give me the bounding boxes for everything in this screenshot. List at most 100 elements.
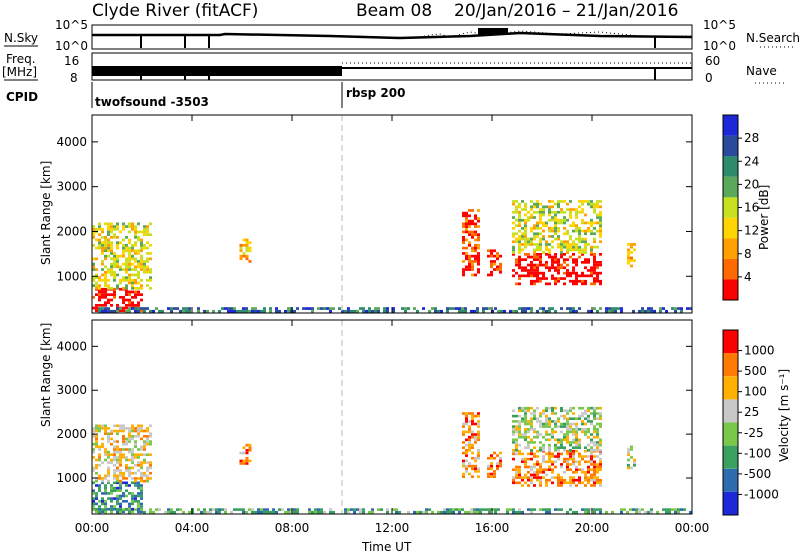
heat-cell — [575, 465, 578, 469]
heat-cell — [359, 508, 362, 511]
heat-cell — [287, 309, 290, 313]
heat-cell — [140, 279, 143, 282]
heat-cell — [578, 307, 581, 310]
heat-cell — [92, 469, 95, 472]
heat-cell — [515, 428, 518, 431]
heat-cell — [134, 497, 137, 500]
heat-cell — [92, 265, 95, 269]
heat-cell — [98, 304, 101, 307]
heat-cell — [563, 277, 566, 280]
heat-cell — [539, 263, 542, 267]
heat-cell — [95, 479, 98, 483]
heat-cell — [593, 463, 596, 466]
heat-cell — [599, 216, 602, 219]
colorbar-tick-label: 500 — [744, 364, 767, 378]
heat-cell — [305, 307, 308, 310]
heat-cell — [176, 307, 179, 310]
heat-cell — [524, 412, 527, 415]
heat-cell — [101, 230, 104, 234]
heat-cell — [374, 309, 377, 313]
heat-cell — [137, 281, 140, 285]
heat-cell — [113, 474, 116, 478]
heat-cell — [170, 508, 173, 511]
heat-cell — [551, 274, 554, 278]
heat-cell — [119, 287, 122, 291]
heat-cell — [140, 246, 143, 250]
heat-cell — [476, 510, 479, 514]
freq-dropouts — [140, 68, 656, 80]
heat-cell — [542, 476, 545, 479]
heat-cell — [477, 262, 480, 266]
heat-cell — [596, 309, 599, 313]
heat-cell — [465, 454, 468, 457]
heat-cell — [572, 463, 575, 466]
heat-cell — [104, 477, 107, 480]
heat-cell — [608, 309, 611, 313]
heat-cell — [566, 435, 569, 439]
heat-cell — [557, 417, 560, 420]
heat-cell — [176, 508, 179, 511]
heat-cell — [92, 427, 95, 430]
heat-cell — [524, 446, 527, 449]
heat-cell — [557, 481, 560, 485]
heat-cell — [542, 271, 545, 275]
heat-cell — [581, 251, 584, 254]
heat-cell — [125, 484, 128, 487]
heat-cell — [593, 465, 596, 469]
heat-cell — [578, 232, 581, 236]
heat-cell — [572, 243, 575, 246]
heat-cell — [248, 309, 251, 313]
heat-cell — [551, 227, 554, 230]
heat-cell — [149, 461, 152, 464]
heat-cell — [329, 309, 332, 313]
heat-cell — [497, 508, 500, 511]
heat-cell — [581, 271, 584, 275]
heat-cell — [293, 508, 296, 511]
heat-cell — [296, 510, 299, 514]
heat-cell — [110, 298, 113, 302]
heat-cell — [557, 205, 560, 209]
heat-cell — [179, 309, 182, 313]
heat-cell — [474, 260, 477, 263]
heat-cell — [272, 510, 275, 514]
heat-cell — [149, 268, 152, 271]
colorbar-frame — [722, 329, 739, 516]
heat-cell — [524, 409, 527, 413]
heat-cell — [530, 205, 533, 209]
heat-cell — [524, 266, 527, 270]
heat-cell — [140, 497, 143, 500]
heat-cell — [477, 467, 480, 471]
heat-cell — [308, 510, 311, 514]
heat-cell — [113, 225, 116, 228]
heat-cell — [590, 463, 593, 466]
heat-cell — [116, 225, 119, 228]
heat-cell — [593, 484, 596, 487]
heat-cell — [487, 456, 490, 460]
heat-cell — [209, 508, 212, 511]
heat-cell — [107, 456, 110, 459]
heat-cell — [437, 309, 440, 313]
heat-cell — [530, 473, 533, 477]
nsky-tick-low: 10^0 — [55, 39, 88, 53]
heat-cell — [493, 451, 496, 455]
heat-cell — [596, 471, 599, 474]
heat-cell — [149, 466, 152, 470]
heat-cell — [443, 508, 446, 511]
heat-cell — [137, 427, 140, 430]
heat-cell — [539, 237, 542, 241]
heat-cell — [548, 508, 551, 511]
heat-cell — [471, 262, 474, 266]
heat-cell — [521, 309, 524, 313]
heat-cell — [557, 227, 560, 230]
heat-cell — [530, 255, 533, 259]
heat-cell — [119, 230, 122, 234]
heat-cell — [104, 427, 107, 430]
heat-cell — [128, 293, 131, 296]
heat-cell — [563, 216, 566, 219]
heat-cell — [449, 508, 452, 511]
heat-cell — [518, 205, 521, 209]
heat-cell — [197, 508, 200, 511]
heat-cell — [584, 428, 587, 431]
heat-cell — [122, 225, 125, 228]
heat-cell — [119, 481, 122, 485]
